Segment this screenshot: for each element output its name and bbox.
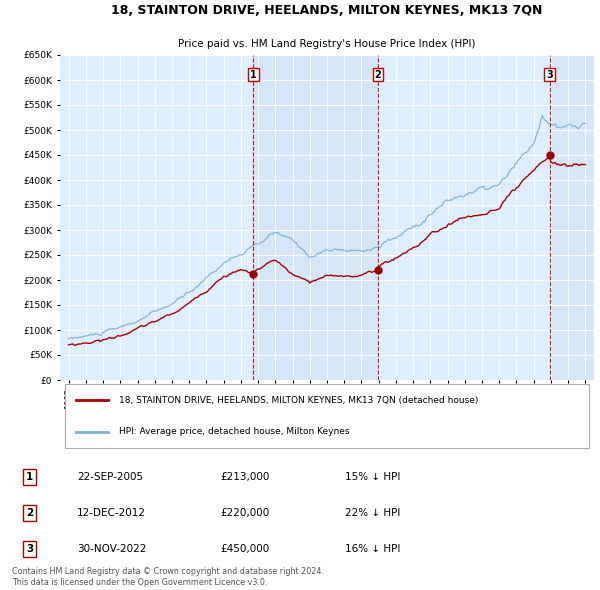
FancyBboxPatch shape (65, 384, 589, 448)
Text: 18, STAINTON DRIVE, HEELANDS, MILTON KEYNES, MK13 7QN (detached house): 18, STAINTON DRIVE, HEELANDS, MILTON KEY… (119, 396, 478, 405)
Text: 3: 3 (26, 543, 34, 553)
Text: 15% ↓ HPI: 15% ↓ HPI (344, 472, 400, 482)
Text: 1: 1 (250, 70, 257, 80)
Text: 2: 2 (374, 70, 381, 80)
Text: 22-SEP-2005: 22-SEP-2005 (77, 472, 143, 482)
Text: Contains HM Land Registry data © Crown copyright and database right 2024.: Contains HM Land Registry data © Crown c… (12, 567, 324, 576)
Text: £213,000: £213,000 (220, 472, 269, 482)
Text: 16% ↓ HPI: 16% ↓ HPI (344, 543, 400, 553)
Text: 3: 3 (546, 70, 553, 80)
Text: 12-DEC-2012: 12-DEC-2012 (77, 508, 146, 517)
Text: 18, STAINTON DRIVE, HEELANDS, MILTON KEYNES, MK13 7QN: 18, STAINTON DRIVE, HEELANDS, MILTON KEY… (112, 5, 542, 18)
Bar (253, 55, 378, 380)
Text: HPI: Average price, detached house, Milton Keynes: HPI: Average price, detached house, Milt… (119, 427, 349, 437)
Text: £450,000: £450,000 (220, 543, 269, 553)
Text: Price paid vs. HM Land Registry's House Price Index (HPI): Price paid vs. HM Land Registry's House … (178, 39, 476, 49)
Text: 1: 1 (26, 472, 34, 482)
Text: This data is licensed under the Open Government Licence v3.0.: This data is licensed under the Open Gov… (12, 578, 268, 587)
Bar (550, 55, 594, 380)
Text: £220,000: £220,000 (220, 508, 269, 517)
Text: 2: 2 (26, 508, 34, 517)
Text: 30-NOV-2022: 30-NOV-2022 (77, 543, 146, 553)
Text: 22% ↓ HPI: 22% ↓ HPI (344, 508, 400, 517)
